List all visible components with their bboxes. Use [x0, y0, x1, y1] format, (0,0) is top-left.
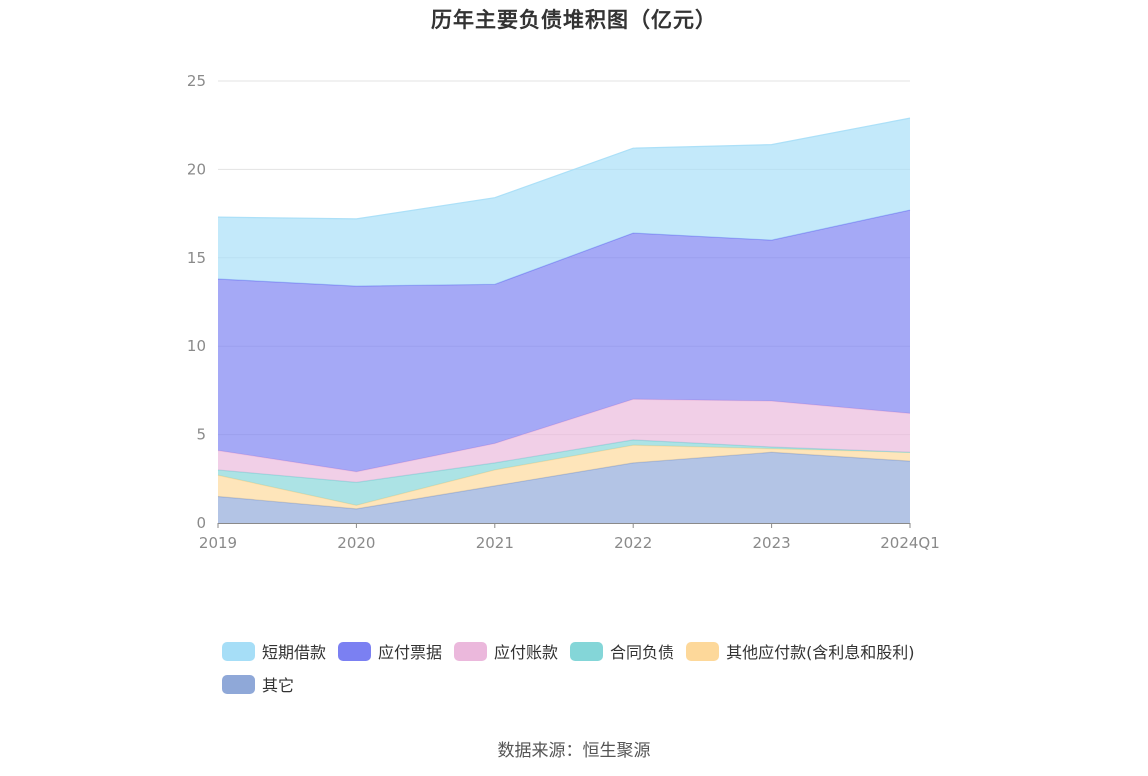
chart-title: 历年主要负债堆积图（亿元）: [431, 8, 717, 32]
legend-label: 应付票据: [378, 643, 443, 662]
legend-label: 短期借款: [262, 643, 327, 662]
area-series-edge: [217, 117, 911, 220]
legend-swatch: [686, 641, 720, 661]
y-tick-label: 5: [196, 426, 206, 444]
area-series-layer: [217, 117, 911, 523]
area-series-2[interactable]: [218, 439, 910, 506]
axes: 0 5 10 15 20 25 2019 2020 2021 2022 2023 2024Q1: [187, 72, 940, 552]
chart-legend: 短期借款 应付票据 应付账款 合同负债 其他应付款(含利息和股利) 其它: [222, 640, 982, 706]
y-tick-label: 10: [187, 337, 206, 355]
y-tick-label: 20: [187, 160, 206, 178]
stacked-area-chart: 0 5 10 15 20 25 2019 2020 2021 2022 2023 2024Q1: [187, 72, 940, 552]
legend-label: 合同负债: [610, 643, 675, 662]
legend-item[interactable]: 应付账款: [454, 640, 558, 662]
x-tick-label: 2023: [753, 534, 791, 552]
legend-swatch: [454, 641, 488, 661]
data-source: 数据来源：恒生聚源: [497, 741, 651, 761]
x-tick-label: 2024Q1: [880, 534, 940, 552]
legend-swatch: [222, 674, 255, 694]
y-tick-label: 0: [196, 514, 206, 532]
x-tick-label: 2021: [476, 534, 514, 552]
area-series-5[interactable]: [218, 118, 910, 287]
legend-label: 其它: [262, 676, 295, 695]
area-series-0[interactable]: [218, 452, 910, 523]
legend-item[interactable]: 短期借款: [222, 640, 326, 662]
legend-item[interactable]: 合同负债: [570, 640, 674, 662]
legend-label: 其他应付款(含利息和股利): [726, 643, 915, 662]
legend-swatch: [222, 641, 255, 661]
legend-item[interactable]: 其他应付款(含利息和股利): [686, 640, 915, 662]
legend-swatch: [338, 641, 372, 661]
legend-label: 应付账款: [494, 643, 559, 662]
area-series-4[interactable]: [218, 210, 910, 472]
legend-item[interactable]: 应付票据: [338, 640, 442, 662]
x-tick-label: 2020: [337, 534, 375, 552]
legend-swatch: [570, 641, 604, 661]
y-tick-label: 15: [187, 249, 206, 267]
x-tick-label: 2019: [199, 534, 237, 552]
y-tick-label: 25: [187, 72, 206, 90]
area-series-3[interactable]: [218, 399, 910, 483]
legend-item[interactable]: 其它: [222, 673, 294, 695]
x-tick-label: 2022: [614, 534, 652, 552]
